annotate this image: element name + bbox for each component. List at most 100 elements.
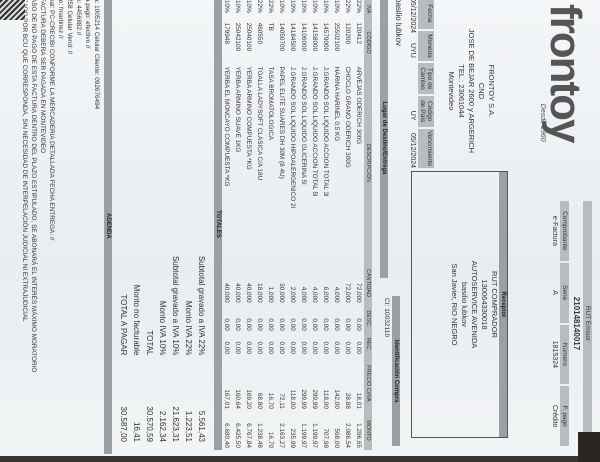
table-cell: TOALLA LADYSOFT CLASICA C/A 18U xyxy=(256,66,263,181)
fpago-label: F. pago xyxy=(560,386,569,446)
table-cell: 4,000 xyxy=(300,286,307,303)
table-cell: ARVEJAS ODERICH 300G xyxy=(355,66,362,145)
destination-title: Lugar de Destino/Entrega xyxy=(380,0,388,278)
numero-label: Número xyxy=(560,324,569,385)
adenda-line: to: fmartinez // xyxy=(57,0,64,39)
table-cell: 0,00 xyxy=(256,318,263,331)
totals-label: Monto IVA 22% xyxy=(184,300,193,356)
table-cell: YERBA ARMINO COMPUESTA *KG xyxy=(245,66,252,170)
table-cell: 22% xyxy=(344,0,351,13)
table-cell: 0,00 xyxy=(278,341,285,354)
table-cell: 4,000 xyxy=(311,286,318,303)
meta-header: Moneda xyxy=(418,30,434,62)
table-cell: 235,99 xyxy=(289,428,296,448)
items-column-header: CANTIDAD xyxy=(364,261,372,305)
totals-row: Subtotal gravado a IVA 22% 5.561,43 xyxy=(195,146,208,446)
table-row: 22% 120200 CHOCLO GRANO ODERICH 300G 72,000… xyxy=(342,0,353,450)
table-cell: 0,00 xyxy=(322,318,329,331)
items-column-header: DESC. xyxy=(364,304,372,333)
adenda-line: 258 Celular Vend: // xyxy=(66,0,73,55)
table-cell: 72,000 xyxy=(355,283,362,303)
table-cell: 6.425,50 xyxy=(234,423,241,448)
table-cell: 1.199,97 xyxy=(300,423,307,448)
table-cell: 10% xyxy=(300,0,307,13)
table-row: 10% 179948 YERBA EL MONCAYO COMPUESTA *KG 4… xyxy=(221,0,232,450)
table-cell: J.GRANDO SOL LIQUIDO ACCION TOTAL 5l xyxy=(311,66,318,197)
table-cell: 10% xyxy=(311,0,318,13)
table-cell: 120200 xyxy=(344,22,351,45)
table-cell: 1.199,97 xyxy=(311,423,318,448)
receiver-name: AUTOSERVICE AVENIDA xyxy=(470,260,479,349)
fpago: Crédito xyxy=(551,404,558,428)
totals-value: 16,41 xyxy=(132,421,141,442)
background-shadow xyxy=(578,432,600,462)
table-cell: 72,000 xyxy=(344,283,351,303)
totals-label: Subtotal gravado a IVA 10% xyxy=(171,255,180,356)
table-cell: 160,64 xyxy=(234,389,241,409)
table-cell: J.GRANDO SOL LIQUIDO GLICERINA 5l xyxy=(300,66,307,185)
table-cell: 68,80 xyxy=(256,392,263,409)
adenda-line: a: 1005214 Celular Cliente: 092676494 xyxy=(93,0,100,110)
table-cell: 118,00 xyxy=(322,389,329,409)
table-cell: 167,01 xyxy=(223,389,230,409)
table-cell: 0,00 xyxy=(333,318,340,331)
table-cell: 0,00 xyxy=(300,341,307,354)
table-cell: 0,00 xyxy=(234,341,241,354)
table-cell: 0,00 xyxy=(355,318,362,331)
table-cell: 0,00 xyxy=(355,341,362,354)
table-cell: 22% xyxy=(256,0,263,13)
table-cell: 14579000 xyxy=(322,22,329,52)
table-cell: 0,00 xyxy=(267,341,274,354)
issuer-address: JOSE DE BEJAR 2600 y ARGERICH xyxy=(467,28,476,154)
table-cell: 0,00 xyxy=(267,318,274,331)
meta-header: Código de País xyxy=(418,95,434,127)
numero: 1815324 xyxy=(551,340,558,368)
table-cell: TASA BROMATOLOGICA xyxy=(267,66,274,141)
items-column-header: PRECIO C/IVA xyxy=(364,356,372,411)
issuer-info: FRONTOY S.A. CND JOSE DE BEJAR 2600 y AR… xyxy=(446,6,496,176)
totals-row: Subtotal gravado a IVA 10% 21.623,31 xyxy=(169,146,182,446)
table-cell: 4,000 xyxy=(333,286,340,303)
qr-code xyxy=(0,0,25,20)
receiver-box: Receptor RUT COMPRADOR 130064330018 AUTO… xyxy=(411,171,508,438)
table-cell: 0,00 xyxy=(300,318,307,331)
comprobante-label: Comprobante xyxy=(560,201,569,261)
table-cell: 16,70 xyxy=(267,392,274,409)
adenda-title: ADENDA xyxy=(104,0,112,454)
table-cell: 707,98 xyxy=(322,428,329,448)
table-cell: 1.238,48 xyxy=(256,423,263,448)
table-row: 10% 25502100 HARINA HARINEL 0,5 KG 4,000 0,0… xyxy=(331,0,342,450)
items-column-header: CÓDIGO xyxy=(364,20,372,65)
table-cell: 0,00 xyxy=(289,341,296,354)
table-cell: 118,00 xyxy=(289,389,296,409)
table-cell: 14050700 xyxy=(278,22,285,52)
rut-emisor: 210148140017 xyxy=(572,296,581,351)
table-cell: 0,00 xyxy=(311,318,318,331)
table-cell: 1,000 xyxy=(267,286,274,303)
table-row: 10% 14050700 PAPEL ELITE SUARES DH 30M (8 … xyxy=(276,0,287,450)
totals-value: 30.570,59 xyxy=(145,406,154,442)
meta-header: Tipo de Cambio xyxy=(418,63,434,94)
items-column-header: MONTO xyxy=(364,410,372,450)
table-cell: 10% xyxy=(234,0,241,13)
meta-value: 05/12/2024 xyxy=(409,132,416,169)
table-cell: 1.296,65 xyxy=(355,423,362,448)
meta-value: UY xyxy=(409,110,416,121)
table-cell: 0,00 xyxy=(344,318,351,331)
totals-row: Monto no facturable 16,41 xyxy=(130,146,143,446)
table-cell: 0,00 xyxy=(278,318,285,331)
table-cell: 28,88 xyxy=(344,392,351,409)
adenda-section: ADENDA a: 1005214 Celular Cliente: 09267… xyxy=(20,0,112,454)
serie-label: Serie xyxy=(560,262,569,323)
totals-title: TOTALES xyxy=(214,0,222,450)
table-cell: 2,000 xyxy=(289,286,296,303)
table-cell: 14106000 xyxy=(300,22,307,52)
adenda-line: o: 4456882 // xyxy=(75,0,82,36)
table-cell: 299,99 xyxy=(311,389,318,409)
table-cell: 6.767,84 xyxy=(245,423,252,448)
adenda-line: a pago: efectivo // xyxy=(84,0,91,49)
totals-label: TOTAL xyxy=(145,330,154,356)
table-row: 22% 120412 ARVEJAS ODERICH 300G 72,000 0,00 0… xyxy=(353,0,364,450)
totals-value: 1.223,51 xyxy=(184,410,193,442)
meta-header: Fecha xyxy=(418,0,434,29)
